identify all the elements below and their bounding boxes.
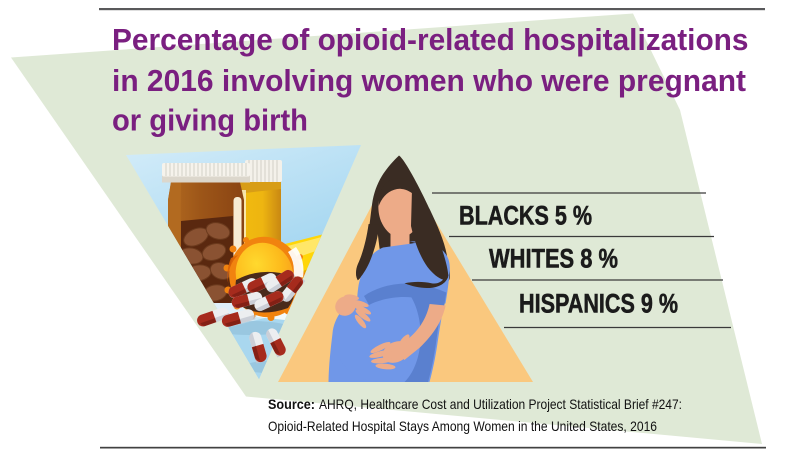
svg-text:in 2016 involving women who we: in 2016 involving women who were pregnan… [112,64,746,98]
svg-text:AHRQ, Healthcare Cost and Util: AHRQ, Healthcare Cost and Utilization Pr… [319,396,682,412]
svg-text:or giving birth: or giving birth [112,104,308,138]
svg-text:Percentage of opioid-related h: Percentage of opioid-related hospitaliza… [112,23,749,57]
svg-text:HISPANICS 9 %: HISPANICS 9 % [519,289,678,319]
svg-text:Source:: Source: [268,396,315,412]
svg-text:Opioid-Related Hospital Stays: Opioid-Related Hospital Stays Among Wome… [268,418,657,434]
svg-text:BLACKS 5 %: BLACKS 5 % [459,201,592,231]
svg-text:WHITES 8 %: WHITES 8 % [489,244,618,274]
